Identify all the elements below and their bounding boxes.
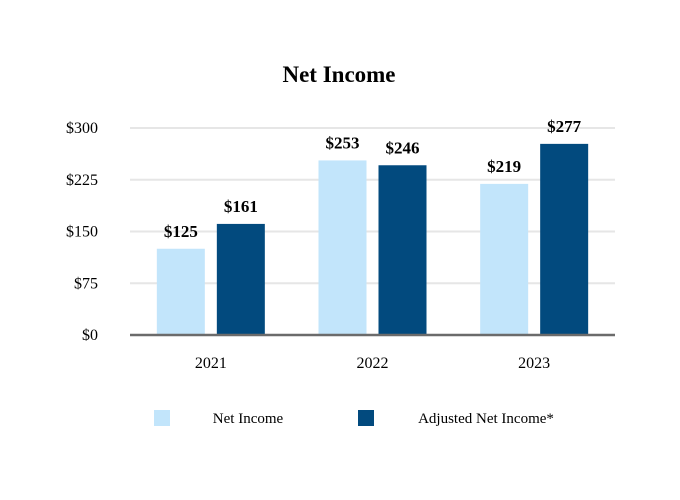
legend-label: Adjusted Net Income*	[418, 411, 554, 427]
gridlines	[130, 127, 615, 285]
x-tick-label: 2021	[195, 355, 227, 372]
bar-net-income-2023	[480, 183, 529, 335]
chart-title: Net Income	[282, 62, 395, 87]
data-label: $253	[326, 133, 360, 152]
bar-adjusted-net-income-2021	[216, 223, 265, 335]
x-axis-tick-labels: 2021 2022 2023	[195, 355, 550, 372]
data-label: $219	[487, 157, 521, 176]
bar-adjusted-net-income-2023	[540, 143, 589, 335]
y-tick-label: $75	[74, 275, 98, 292]
y-tick-label: $150	[66, 224, 98, 241]
data-label: $277	[547, 117, 582, 136]
bar-net-income-2021	[156, 248, 205, 335]
legend-swatch-net-income	[154, 410, 170, 426]
legend-swatch-adjusted-net-income	[358, 410, 374, 426]
y-axis-tick-labels: $0 $75 $150 $225 $300	[66, 120, 98, 344]
y-tick-label: $0	[82, 327, 98, 344]
y-tick-label: $225	[66, 172, 98, 189]
legend: Net Income Adjusted Net Income*	[154, 410, 554, 427]
bar-adjusted-net-income-2022	[378, 165, 427, 335]
bars: $125 $161 $253 $246 $219 $277	[156, 117, 589, 335]
data-label: $125	[164, 222, 198, 241]
legend-label: Net Income	[213, 411, 284, 427]
bar-net-income-2022	[318, 160, 367, 335]
data-label: $161	[224, 197, 258, 216]
data-label: $246	[386, 138, 420, 157]
y-tick-label: $300	[66, 120, 98, 137]
x-tick-label: 2022	[357, 355, 389, 372]
x-tick-label: 2023	[518, 355, 550, 372]
